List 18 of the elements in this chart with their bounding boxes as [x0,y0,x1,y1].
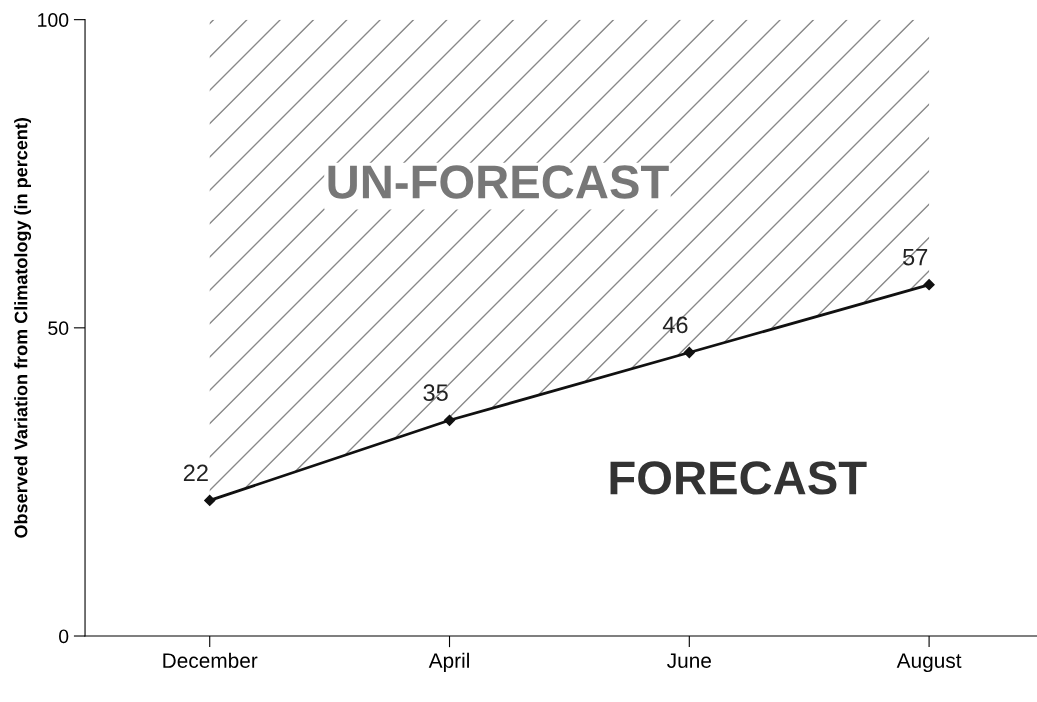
point [923,279,935,291]
data-label: 35 [423,384,448,402]
point [683,346,695,359]
x-tick-label: December [163,652,258,668]
y-tick-label: 100 [38,13,69,27]
y-axis-title: Observed Variation from Climatology (in percent) [14,118,32,538]
y-tick-label: 0 [59,629,69,644]
annotation: UN-FORECAST [328,165,669,199]
x-tick-label: August [896,653,962,673]
x-tick-label: June [667,653,711,668]
data-label: 22 [183,464,208,481]
x-tick-label: April [428,652,469,673]
annotation: FORECAST [610,461,867,495]
data-label: 57 [903,249,928,266]
data-label: 46 [662,316,688,334]
y-tick-label: 50 [48,321,69,336]
point [204,494,216,507]
point [443,414,456,426]
